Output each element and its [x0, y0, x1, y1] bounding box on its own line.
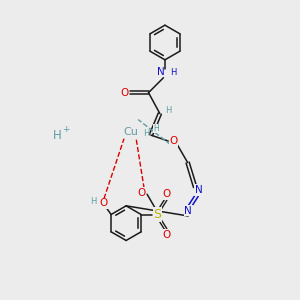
Text: +: + — [62, 125, 70, 134]
Text: H: H — [170, 68, 176, 77]
Text: H: H — [90, 197, 96, 206]
Text: S: S — [154, 208, 161, 221]
Text: N: N — [184, 206, 192, 216]
Text: O: O — [169, 136, 178, 146]
Text: H: H — [153, 124, 159, 133]
Text: O: O — [100, 198, 108, 208]
Text: O: O — [138, 188, 146, 198]
Text: O: O — [162, 189, 171, 199]
Text: N: N — [195, 185, 203, 195]
Text: Cu: Cu — [123, 127, 138, 137]
Text: H: H — [165, 106, 171, 115]
Text: H: H — [53, 129, 62, 142]
Text: H: H — [143, 129, 149, 138]
Text: O: O — [121, 88, 129, 98]
Text: N: N — [158, 68, 165, 77]
Text: O: O — [162, 230, 171, 240]
